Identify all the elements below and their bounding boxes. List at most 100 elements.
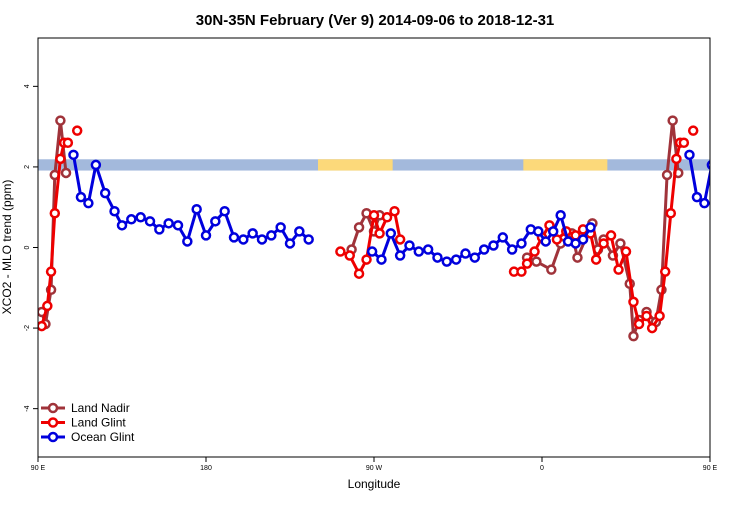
data-point <box>62 137 74 148</box>
data-point <box>497 232 509 243</box>
data-point <box>529 246 540 257</box>
data-point <box>374 228 385 239</box>
data-point <box>404 240 415 251</box>
legend-label: Ocean Glint <box>71 430 135 444</box>
data-point <box>172 220 184 231</box>
data-point <box>361 254 372 265</box>
data-point <box>38 320 47 332</box>
legend-marker <box>47 402 59 414</box>
data-point <box>506 244 518 255</box>
data-point <box>144 216 156 227</box>
data-point <box>99 187 111 199</box>
data-point <box>460 248 471 259</box>
data-point <box>628 296 639 308</box>
data-point <box>109 205 120 217</box>
data-point <box>469 252 481 263</box>
data-point <box>531 256 542 267</box>
x-tick-label: 90 E <box>703 465 718 472</box>
legend-item: Ocean Glint <box>41 430 135 444</box>
data-point <box>275 222 286 233</box>
y-tick-label: 0 <box>24 245 31 249</box>
data-point <box>228 232 240 243</box>
data-point <box>577 234 589 245</box>
data-point <box>353 222 365 233</box>
data-point <box>516 238 527 249</box>
y-tick-label: 4 <box>24 84 31 88</box>
legend-label: Land Glint <box>71 416 126 430</box>
data-point <box>605 230 617 241</box>
data-point <box>432 252 443 263</box>
data-point <box>572 252 583 263</box>
x-tick-label: 90 W <box>366 465 383 472</box>
data-point <box>691 191 703 203</box>
data-point <box>598 238 609 249</box>
data-point <box>394 250 406 261</box>
data-point <box>385 228 397 239</box>
data-point <box>665 208 677 219</box>
series-land-glint <box>38 137 690 334</box>
data-point <box>570 238 581 249</box>
axes: 90 E 180 90 W 0 90 E -4 -2 0 2 4 <box>24 84 718 472</box>
data-point <box>256 234 268 245</box>
data-point <box>661 169 673 181</box>
y-tick-label: 2 <box>24 165 31 169</box>
data-point <box>615 238 626 249</box>
data-point <box>294 226 305 237</box>
data-point <box>376 254 387 265</box>
data-point <box>247 228 258 239</box>
y-tick-label: -4 <box>24 405 31 411</box>
data-point <box>743 215 750 223</box>
surface-band <box>38 159 710 171</box>
data-point <box>699 197 710 209</box>
data-point <box>516 266 527 277</box>
data-point <box>353 268 365 279</box>
data-point <box>678 137 690 148</box>
data-point <box>344 250 355 261</box>
data-point <box>687 125 699 136</box>
data-point <box>546 264 557 275</box>
data-point <box>126 214 137 225</box>
data-point <box>394 234 406 245</box>
data-point <box>154 224 165 235</box>
data-point <box>238 234 249 245</box>
x-axis-label: Longitude <box>348 477 401 491</box>
y-axis-label: XCO2 - MLO trend (ppm) <box>0 180 14 315</box>
data-point <box>533 226 544 237</box>
data-point <box>90 159 102 171</box>
data-point <box>381 212 393 223</box>
y-tick-label: -2 <box>24 325 31 331</box>
legend-label: Land Nadir <box>71 401 130 415</box>
data-point <box>646 322 658 334</box>
data-point <box>478 244 490 255</box>
data-point <box>590 254 602 265</box>
data-point <box>60 167 72 179</box>
legend-marker <box>47 431 59 443</box>
data-point <box>45 266 57 277</box>
data-point <box>389 205 400 217</box>
data-point <box>717 189 725 197</box>
data-point <box>441 256 453 267</box>
data-point <box>366 246 378 257</box>
data-point <box>706 160 710 170</box>
data-point <box>613 264 624 275</box>
series-layer <box>38 115 750 342</box>
legend-item: Land Nadir <box>41 401 130 415</box>
data-point <box>75 191 87 203</box>
data-point <box>55 153 66 165</box>
land-band <box>523 159 608 171</box>
data-point <box>488 240 499 251</box>
data-point <box>521 258 533 269</box>
data-point <box>83 197 94 209</box>
data-point <box>219 205 230 217</box>
data-point <box>116 220 128 231</box>
data-point <box>71 125 83 136</box>
series-ocean-glint <box>68 149 750 267</box>
data-point <box>335 246 346 257</box>
data-point <box>191 203 202 215</box>
data-point <box>671 153 682 165</box>
data-point <box>555 210 566 221</box>
x-tick-label: 90 E <box>31 465 46 472</box>
